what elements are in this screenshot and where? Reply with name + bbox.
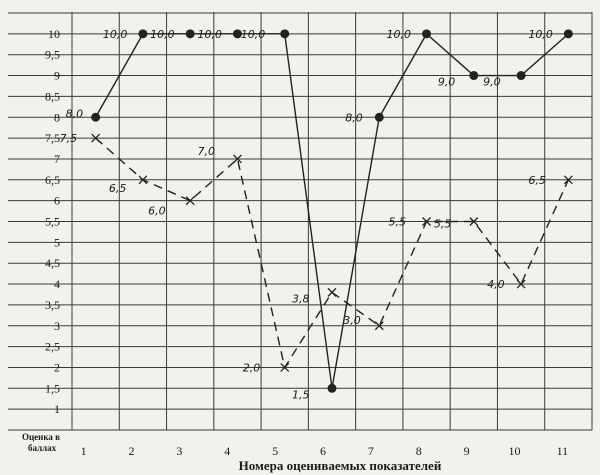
data-label: 6,5 bbox=[528, 174, 546, 187]
dot-point bbox=[91, 112, 101, 122]
y-tick-label: 9,5 bbox=[45, 48, 60, 62]
x-tick-label: 5 bbox=[272, 444, 278, 458]
data-label: 9,0 bbox=[438, 76, 456, 89]
data-label: 2,0 bbox=[243, 361, 261, 374]
cross-point bbox=[232, 154, 242, 164]
dot-point bbox=[374, 112, 384, 122]
y-tick-label: 3 bbox=[54, 319, 60, 333]
dot-point bbox=[280, 29, 290, 39]
x-tick-label: 10 bbox=[508, 444, 520, 458]
y-tick-label: 1,5 bbox=[45, 381, 60, 395]
y-tick-label: 5,5 bbox=[45, 215, 60, 229]
cross-stroke bbox=[563, 175, 573, 185]
x-axis-label: Номера оцениваемых показателей bbox=[239, 458, 442, 473]
x-tick-label: 6 bbox=[320, 444, 326, 458]
grid bbox=[8, 12, 593, 431]
data-label: 8,0 bbox=[345, 111, 363, 124]
data-label: 4,0 bbox=[487, 278, 505, 291]
cross-point bbox=[91, 133, 101, 143]
cross-stroke bbox=[516, 279, 526, 289]
x-tick-label: 3 bbox=[176, 444, 182, 458]
dot-point bbox=[469, 71, 479, 81]
y-tick-label: 7,5 bbox=[45, 131, 60, 145]
data-label: 10,0 bbox=[103, 28, 128, 41]
data-labels: 8,0 10,0 10,0 10,0 10,0 1,5 8,0 10,0 9,0 9,0 10,0 7… bbox=[60, 28, 553, 401]
x-tick-label: 11 bbox=[557, 444, 569, 458]
y-tick-label: 2,5 bbox=[45, 340, 60, 354]
cross-point bbox=[374, 321, 384, 331]
cross-point bbox=[327, 287, 337, 297]
dot-point bbox=[516, 71, 526, 81]
data-label: 5,5 bbox=[389, 216, 407, 229]
x-tick-label: 1 bbox=[81, 444, 87, 458]
cross-stroke bbox=[327, 287, 337, 297]
data-label: 6,5 bbox=[109, 182, 127, 195]
dot-point bbox=[138, 29, 148, 39]
dot-point bbox=[185, 29, 195, 39]
y-tick-label: 6 bbox=[54, 194, 60, 208]
cross-point bbox=[280, 362, 290, 372]
dot-point bbox=[422, 29, 432, 39]
y-tick-label: 4,5 bbox=[45, 256, 60, 270]
data-label: 7,0 bbox=[197, 145, 215, 158]
cross-stroke bbox=[280, 362, 290, 372]
cross-stroke bbox=[185, 196, 195, 206]
data-label: 7,5 bbox=[60, 132, 78, 145]
y-tick-label: 5 bbox=[54, 235, 60, 249]
y-tick-label: 7 bbox=[54, 152, 60, 166]
data-label: 3,8 bbox=[292, 292, 310, 305]
cross-stroke bbox=[469, 217, 479, 226]
cross-point bbox=[469, 217, 479, 226]
data-label: 6,0 bbox=[148, 205, 166, 218]
y-tick-label: 4 bbox=[54, 277, 60, 291]
data-label: 10,0 bbox=[241, 28, 266, 41]
data-label: 8,0 bbox=[66, 107, 84, 120]
cross-stroke bbox=[138, 175, 148, 185]
cross-point bbox=[185, 196, 195, 206]
y-tick-label: 10 bbox=[48, 27, 60, 41]
y-tick-label: 3,5 bbox=[45, 298, 60, 312]
cross-point bbox=[422, 217, 432, 226]
data-label: 5,5 bbox=[434, 218, 452, 231]
y-tick-label: 8,5 bbox=[45, 89, 60, 103]
dot-point bbox=[327, 383, 337, 393]
data-label: 10,0 bbox=[387, 28, 412, 41]
y-tick-label: 2 bbox=[54, 360, 60, 374]
y-tick-label: 6,5 bbox=[45, 173, 60, 187]
y-tick-label: 9 bbox=[54, 69, 60, 83]
data-markers bbox=[91, 29, 573, 393]
cross-stroke bbox=[422, 217, 432, 226]
cross-point bbox=[138, 175, 148, 185]
data-label: 1,5 bbox=[292, 388, 310, 401]
dot-point bbox=[563, 29, 573, 39]
data-label: 10,0 bbox=[150, 28, 175, 41]
cross-stroke bbox=[232, 154, 242, 164]
cross-point bbox=[516, 279, 526, 289]
x-tick-label: 2 bbox=[129, 444, 135, 458]
x-tick-label: 8 bbox=[416, 444, 422, 458]
x-tick-label: 9 bbox=[464, 444, 470, 458]
dot-point bbox=[232, 29, 242, 39]
y-axis-label-line-1: Оценка в bbox=[22, 432, 60, 442]
data-label: 10,0 bbox=[197, 28, 222, 41]
cross-stroke bbox=[91, 133, 101, 143]
data-label: 3,0 bbox=[343, 314, 361, 327]
y-tick-label: 8 bbox=[54, 110, 60, 124]
y-axis-label-line-2: баллах bbox=[28, 443, 57, 453]
data-label: 9,0 bbox=[483, 76, 501, 89]
y-tick-label: 1 bbox=[54, 402, 60, 416]
x-tick-label: 7 bbox=[368, 444, 374, 458]
cross-point bbox=[563, 175, 573, 185]
x-tick-label: 4 bbox=[224, 444, 230, 458]
cross-stroke bbox=[374, 321, 384, 331]
data-label: 10,0 bbox=[528, 28, 553, 41]
